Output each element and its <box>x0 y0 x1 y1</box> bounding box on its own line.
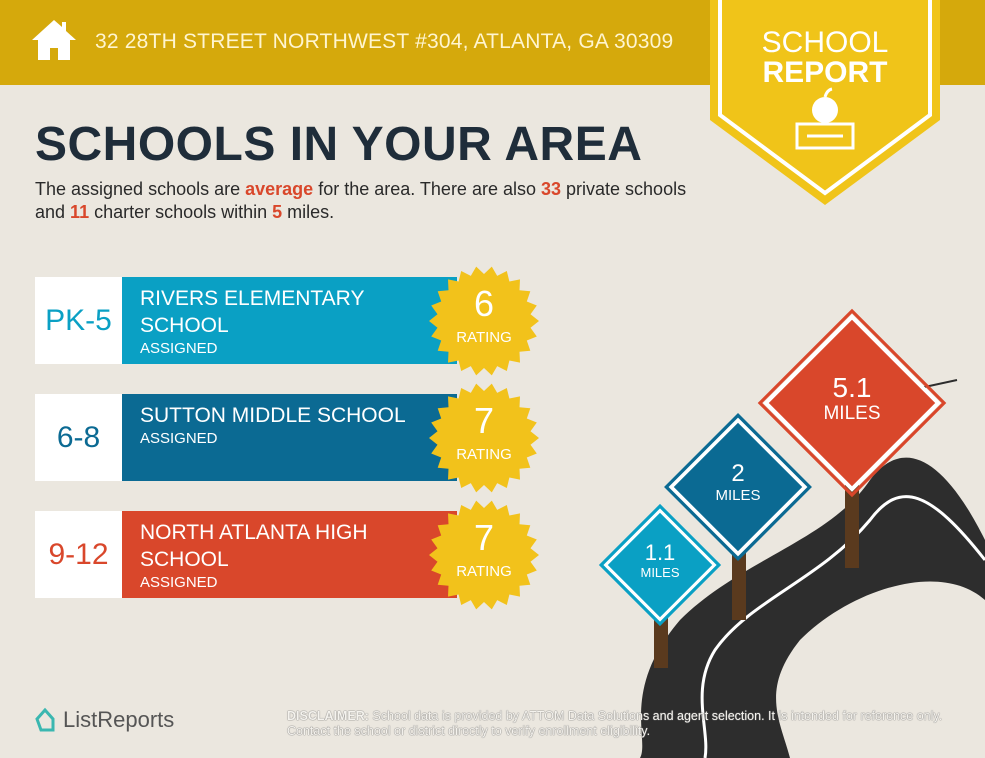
school-row: 9-12 NORTH ATLANTA HIGH SCHOOL ASSIGNED … <box>35 500 540 610</box>
disclaimer: DISCLAIMER: School data is provided by A… <box>287 709 943 738</box>
distance-sign <box>668 417 808 557</box>
rating-label: RATING <box>456 329 512 346</box>
grade-range: PK-5 <box>35 277 122 364</box>
school-info: SUTTON MIDDLE SCHOOL ASSIGNED <box>122 394 457 481</box>
school-status: ASSIGNED <box>140 574 218 591</box>
sign-label: 5.1 MILES <box>823 372 881 425</box>
rating-value: 7 <box>473 400 495 441</box>
sign-label: 1.1 MILES <box>640 540 680 581</box>
school-name: RIVERS ELEMENTARY SCHOOL <box>140 287 365 337</box>
apple-books-icon <box>795 87 855 150</box>
school-report-badge <box>710 0 940 205</box>
rating-starburst-icon <box>429 383 539 493</box>
rating-value: 7 <box>473 517 495 558</box>
rating-starburst-icon <box>429 500 539 610</box>
rating-value: 6 <box>473 283 495 324</box>
listreports-logo: ListReports <box>33 707 174 733</box>
school-row: 6-8 SUTTON MIDDLE SCHOOL ASSIGNED 7 RATI… <box>35 383 540 493</box>
distance-sign <box>763 314 941 492</box>
house-icon <box>32 20 76 60</box>
sign-label: 2 MILES <box>715 460 761 505</box>
school-info: NORTH ATLANTA HIGH SCHOOL ASSIGNED <box>122 511 457 598</box>
distance-sign <box>602 507 718 623</box>
badge-line2: REPORT <box>762 56 888 89</box>
page-title: SCHOOLS IN YOUR AREA <box>35 118 643 171</box>
logo-text: ListReports <box>63 707 175 732</box>
intro-text: The assigned schools are average for the… <box>35 179 687 222</box>
grade-range: 9-12 <box>35 511 122 598</box>
rating-label: RATING <box>456 446 512 463</box>
school-name: SUTTON MIDDLE SCHOOL <box>140 404 406 427</box>
school-row: PK-5 RIVERS ELEMENTARY SCHOOL ASSIGNED 6… <box>35 266 540 376</box>
rating-starburst-icon <box>429 266 539 376</box>
listreports-logo-icon <box>35 707 55 732</box>
school-name: NORTH ATLANTA HIGH SCHOOL <box>140 521 368 571</box>
school-status: ASSIGNED <box>140 340 218 357</box>
road <box>640 457 985 758</box>
school-status: ASSIGNED <box>140 430 218 447</box>
rating-label: RATING <box>456 563 512 580</box>
grade-range: 6-8 <box>35 394 122 481</box>
road-line <box>700 495 985 758</box>
school-info: RIVERS ELEMENTARY SCHOOL ASSIGNED <box>122 277 457 364</box>
badge-line1: SCHOOL <box>761 26 889 59</box>
property-address: 32 28TH STREET NORTHWEST #304, ATLANTA, … <box>95 30 674 53</box>
